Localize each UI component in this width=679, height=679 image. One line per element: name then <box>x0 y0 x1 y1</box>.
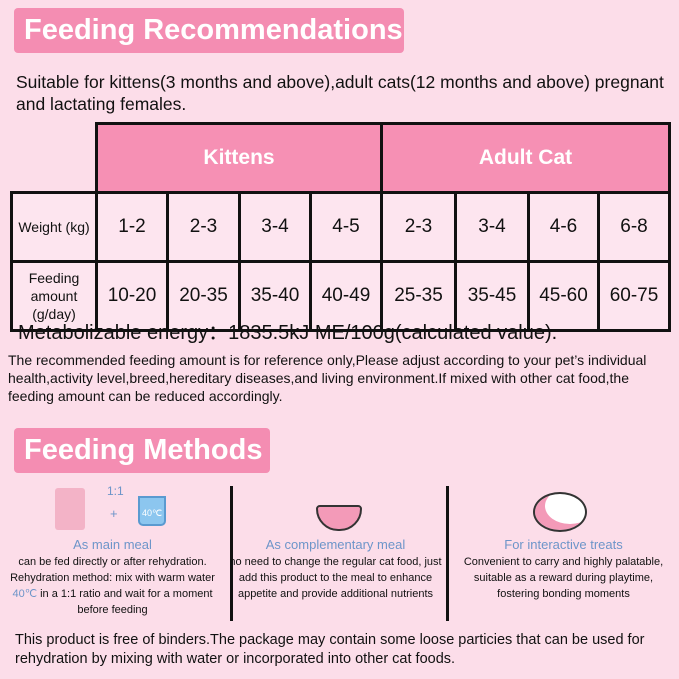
weight-cell: 4-6 <box>527 191 600 263</box>
group-kittens: Kittens <box>95 122 383 194</box>
method-complementary: As complementary meal no need to change … <box>228 537 443 602</box>
plus-label: + <box>110 506 118 521</box>
amount-cell: 10-20 <box>95 260 169 332</box>
cat-icon <box>533 492 587 532</box>
method-text: can be fed directly or after rehydration… <box>10 556 215 584</box>
methods-title: Feeding Methods <box>14 428 270 473</box>
method-text-b: in a 1:1 ratio and wait for a moment bef… <box>37 588 213 616</box>
footer-text: This product is free of binders.The pack… <box>15 632 645 667</box>
row-label-weight: Weight (kg) <box>10 191 98 263</box>
method-treats: For interactive treats Convenient to car… <box>456 537 671 602</box>
bag-icon <box>55 488 85 530</box>
recommendations-title: Feeding Recommendations <box>14 8 404 53</box>
method-text: Convenient to carry and highly palatable… <box>463 556 664 600</box>
amount-cell: 20-35 <box>166 260 241 332</box>
temp-highlight: 40℃ <box>12 588 38 600</box>
amount-cell: 60-75 <box>597 260 671 332</box>
group-adult: Adult Cat <box>380 122 671 194</box>
weight-cell: 2-3 <box>166 191 241 263</box>
weight-cell: 2-3 <box>380 191 457 263</box>
amount-cell: 45-60 <box>527 260 600 332</box>
method-text: no need to change the regular cat food, … <box>229 556 442 600</box>
weight-cell: 3-4 <box>454 191 530 263</box>
amount-cell: 40-49 <box>309 260 383 332</box>
amount-cell: 35-40 <box>238 260 312 332</box>
method-heading: For interactive treats <box>504 537 623 552</box>
weight-cell: 6-8 <box>597 191 671 263</box>
method-heading: As main meal <box>73 537 152 552</box>
main-meal-illustration: 1:1 + 40℃ <box>55 484 175 534</box>
weight-cell: 4-5 <box>309 191 383 263</box>
amount-cell: 25-35 <box>380 260 457 332</box>
energy-text: Metabolizable energy：1835.5kJ ME/100g(ca… <box>18 322 558 344</box>
feeding-table: Kittens Adult Cat Weight (kg) 1-2 2-3 3-4 4-… <box>10 122 671 332</box>
amount-cell: 35-45 <box>454 260 530 332</box>
method-heading: As complementary meal <box>265 537 406 552</box>
subtitle: Suitable for kittens(3 months and above)… <box>16 72 664 114</box>
bowl-icon <box>316 505 362 531</box>
empty-corner <box>12 124 97 193</box>
temp-label: 40℃ <box>141 508 163 518</box>
divider <box>230 486 233 621</box>
ratio-label: 1:1 <box>107 484 124 498</box>
row-label-amount: Feeding amount (g/day) <box>10 260 98 332</box>
divider <box>446 486 449 621</box>
cup-icon: 40℃ <box>138 496 166 526</box>
method-main-meal: As main meal can be fed directly or afte… <box>5 537 220 618</box>
weight-cell: 3-4 <box>238 191 312 263</box>
weight-cell: 1-2 <box>95 191 169 263</box>
note-text: The recommended feeding amount is for re… <box>8 352 647 404</box>
